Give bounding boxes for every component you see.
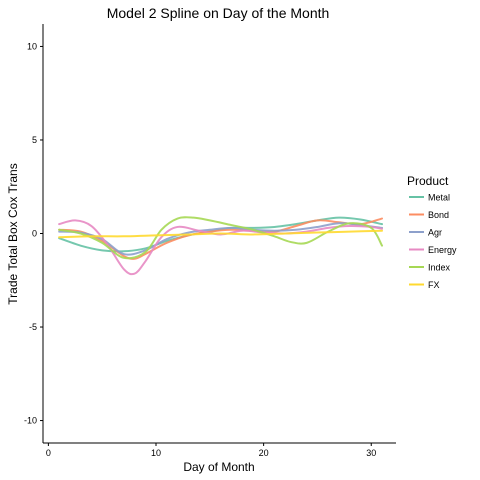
series-line-fx: [58, 229, 384, 239]
series-line-energy: [58, 219, 384, 276]
legend-label-index: Index: [428, 263, 451, 273]
x-tick-label: 10: [151, 448, 161, 458]
chart-title: Model 2 Spline on Day of the Month: [107, 5, 330, 21]
legend-label-fx: FX: [428, 280, 440, 290]
y-tick-label: -5: [29, 322, 37, 332]
y-tick-label: 10: [27, 41, 37, 51]
x-axis-ticks: 0 10 20 30: [46, 443, 376, 458]
y-axis-label: Trade Total Box Cox Trans: [6, 163, 20, 304]
y-tick-label: 5: [32, 135, 37, 145]
x-tick-label: 0: [46, 448, 51, 458]
legend-label-metal: Metal: [428, 193, 450, 203]
legend-label-bond: Bond: [428, 210, 449, 220]
y-axis-ticks: -10 -5 0 5 10: [24, 41, 43, 426]
legend-title: Product: [407, 174, 449, 188]
legend-label-energy: Energy: [428, 245, 457, 255]
legend-items: Metal Bond Agr Energy Index FX: [409, 193, 457, 290]
series-layer: [58, 216, 384, 276]
series-line-agr: [58, 222, 384, 256]
y-tick-label: 0: [32, 229, 37, 239]
legend: Product Metal Bond Agr Energy Index FX: [407, 174, 457, 290]
plot-area: -10 -5 0 5 10 0 10 20 30: [24, 24, 396, 458]
x-tick-label: 30: [366, 448, 376, 458]
series-line-index: [58, 216, 384, 260]
legend-label-agr: Agr: [428, 228, 442, 238]
x-axis-label: Day of Month: [183, 460, 254, 474]
x-tick-label: 20: [259, 448, 269, 458]
y-tick-label: -10: [24, 416, 37, 426]
